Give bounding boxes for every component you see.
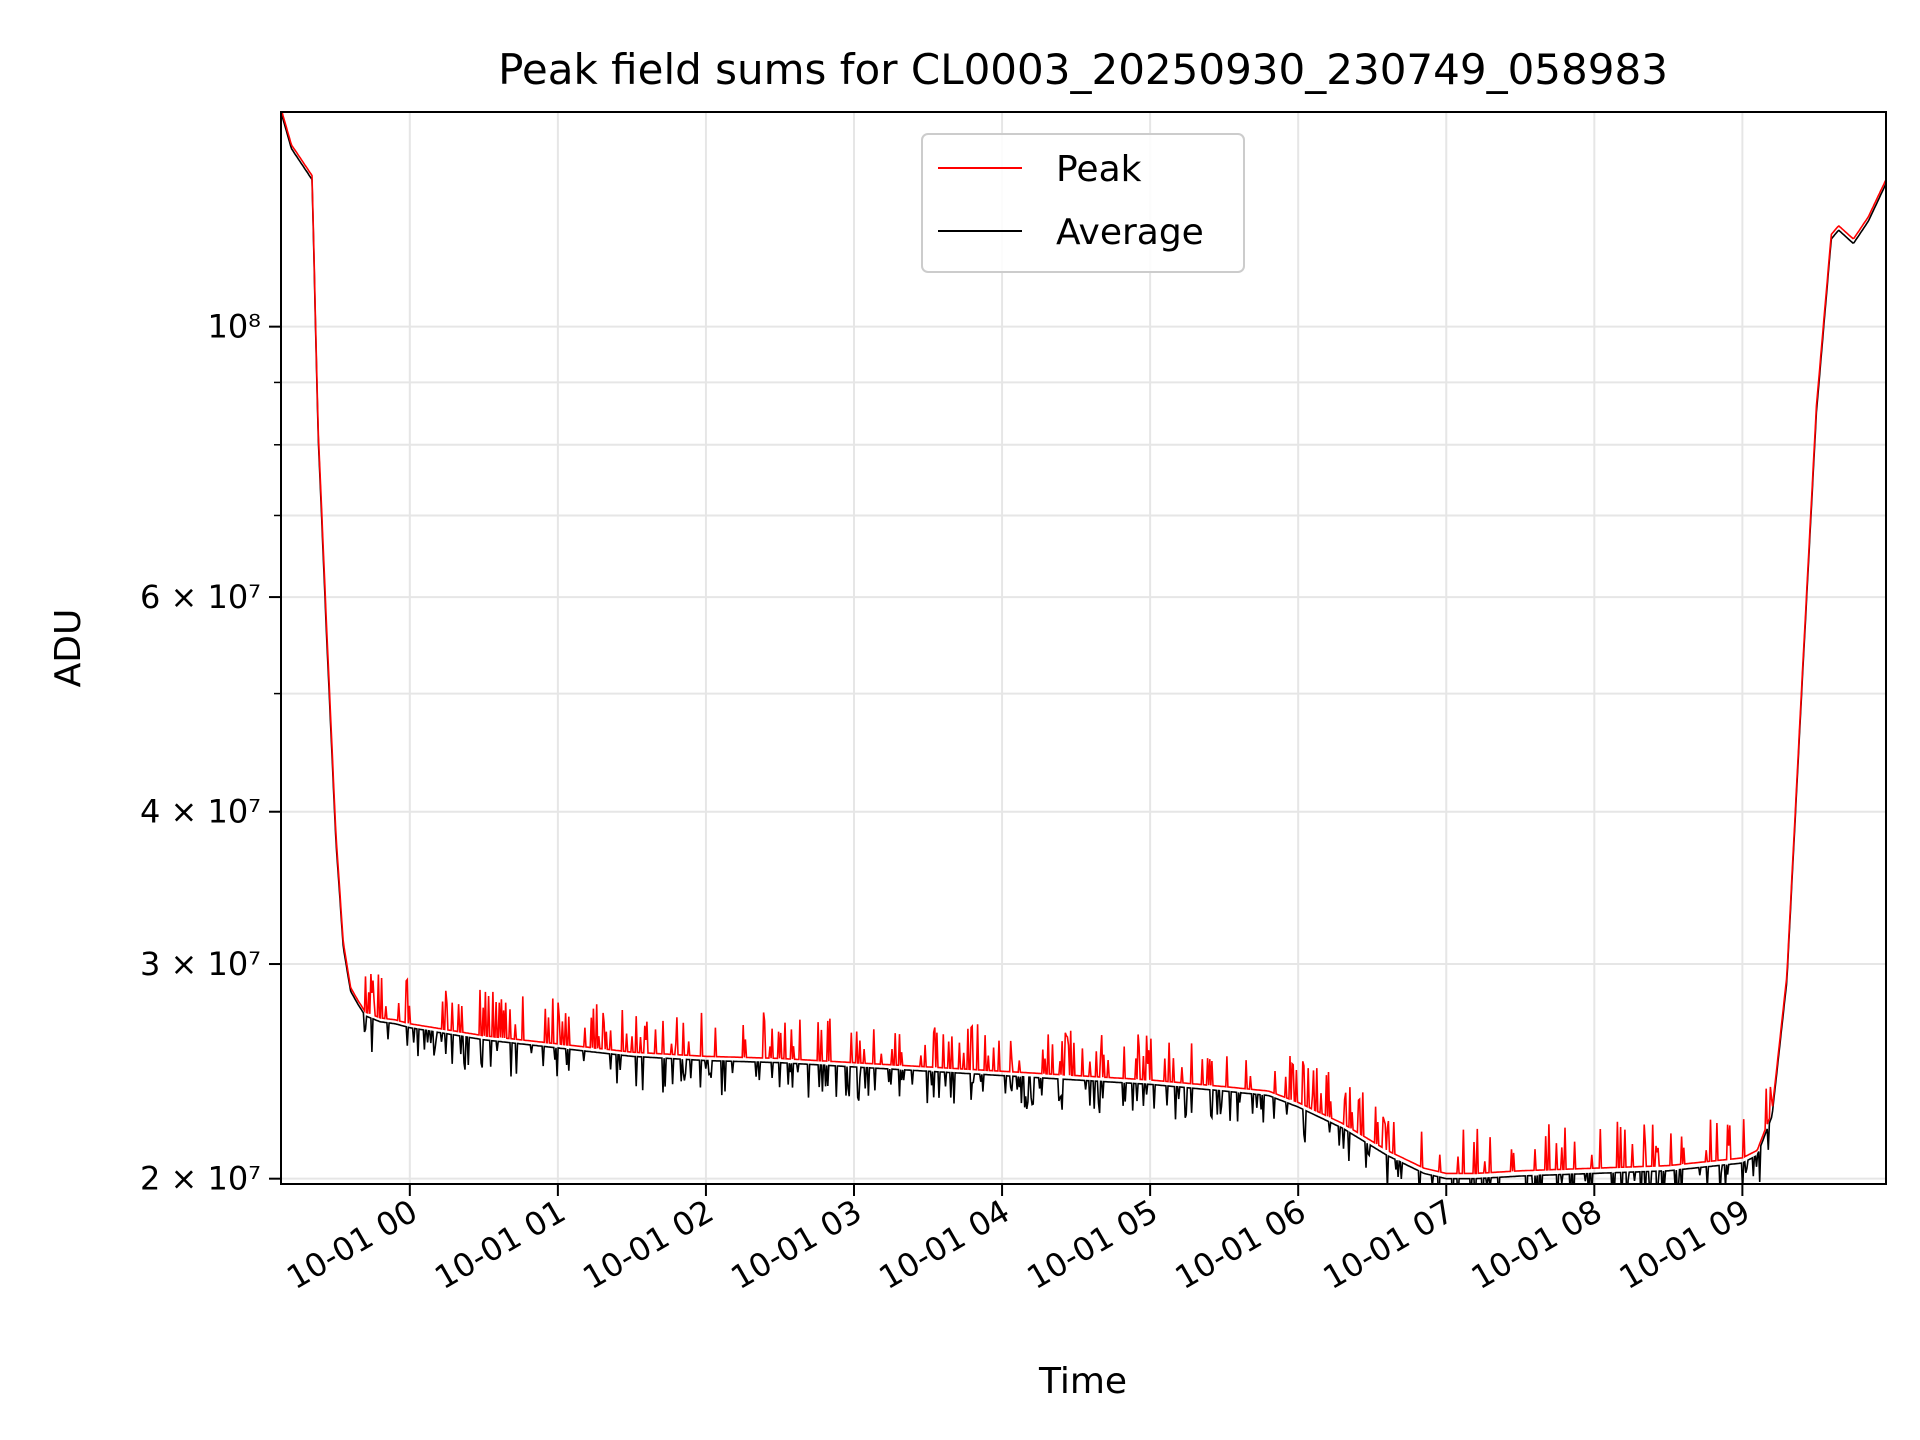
chart-title: Peak field sums for CL0003_20250930_2307… <box>498 45 1668 94</box>
series-line-peak <box>281 112 1886 1175</box>
series-line-average <box>281 112 1886 1184</box>
y-tick-label: 10⁸ <box>207 308 261 346</box>
legend: Peak Average <box>921 133 1245 273</box>
series-layer <box>281 112 1886 1184</box>
y-axis-label: ADU <box>48 609 89 688</box>
legend-label-average: Average <box>1056 212 1204 253</box>
legend-label-peak: Peak <box>1056 149 1142 190</box>
y-tick-label: 2 × 10⁷ <box>140 1160 261 1198</box>
y-tick-label: 6 × 10⁷ <box>140 578 261 616</box>
y-tick-label: 3 × 10⁷ <box>140 945 261 983</box>
plot-frame <box>280 111 1887 1185</box>
grid <box>281 112 1886 1184</box>
y-tick-label: 4 × 10⁷ <box>140 793 261 831</box>
x-axis-label: Time <box>1038 1361 1127 1402</box>
